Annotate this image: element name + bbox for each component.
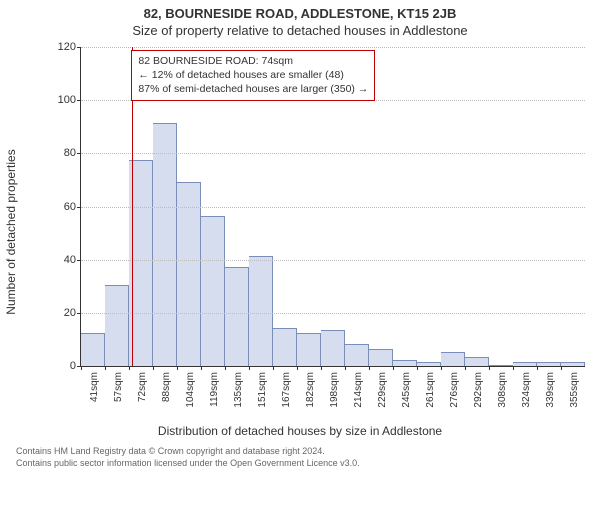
x-tick-mark (561, 366, 562, 370)
x-tick-label: 198sqm (329, 372, 340, 408)
y-tick-mark (77, 313, 81, 314)
chart-container: Number of detached properties 82 BOURNES… (55, 42, 590, 422)
bar (225, 267, 249, 366)
x-tick-mark (321, 366, 322, 370)
x-tick-label: 135sqm (233, 372, 244, 408)
annotation-box: 82 BOURNESIDE ROAD: 74sqm ← 12% of detac… (131, 50, 375, 101)
bar (537, 362, 561, 366)
x-tick-label: 214sqm (353, 372, 364, 408)
x-tick-mark (513, 366, 514, 370)
bar (273, 328, 297, 366)
y-tick-mark (77, 260, 81, 261)
x-tick-label: 41sqm (89, 372, 100, 402)
bar (297, 333, 321, 366)
x-tick-label: 88sqm (161, 372, 172, 402)
grid-line (81, 207, 585, 208)
y-tick-mark (77, 153, 81, 154)
annotation-line: ← 12% of detached houses are smaller (48… (138, 68, 368, 82)
x-tick-label: 261sqm (425, 372, 436, 408)
x-tick-label: 276sqm (449, 372, 460, 408)
x-tick-mark (249, 366, 250, 370)
grid-line (81, 153, 585, 154)
x-tick-label: 308sqm (497, 372, 508, 408)
x-tick-label: 229sqm (377, 372, 388, 408)
bar (105, 285, 129, 366)
x-tick-mark (177, 366, 178, 370)
bar (561, 362, 585, 366)
x-tick-mark (273, 366, 274, 370)
chart-subtitle: Size of property relative to detached ho… (0, 23, 600, 38)
x-tick-mark (201, 366, 202, 370)
x-tick-mark (537, 366, 538, 370)
x-tick-mark (369, 366, 370, 370)
x-tick-label: 57sqm (113, 372, 124, 402)
y-tick-mark (77, 100, 81, 101)
x-tick-label: 72sqm (137, 372, 148, 402)
x-tick-mark (489, 366, 490, 370)
footer-line: Contains HM Land Registry data © Crown c… (16, 446, 600, 458)
x-tick-label: 151sqm (257, 372, 268, 408)
y-tick-label: 60 (51, 201, 76, 213)
x-tick-mark (129, 366, 130, 370)
bar (345, 344, 369, 366)
bar (417, 362, 441, 366)
x-tick-label: 245sqm (401, 372, 412, 408)
x-tick-mark (153, 366, 154, 370)
bar (393, 360, 417, 366)
x-tick-mark (465, 366, 466, 370)
grid-line (81, 313, 585, 314)
x-tick-mark (225, 366, 226, 370)
grid-line (81, 47, 585, 48)
x-tick-label: 324sqm (521, 372, 532, 408)
x-tick-label: 119sqm (209, 372, 220, 407)
x-tick-mark (441, 366, 442, 370)
bar (177, 182, 201, 366)
bar (249, 256, 273, 366)
x-tick-label: 182sqm (305, 372, 316, 408)
x-tick-label: 292sqm (473, 372, 484, 408)
x-tick-label: 339sqm (545, 372, 556, 408)
bar (369, 349, 393, 366)
x-tick-label: 104sqm (185, 372, 196, 408)
y-tick-mark (77, 47, 81, 48)
y-tick-label: 100 (51, 94, 76, 106)
x-tick-mark (393, 366, 394, 370)
bar (201, 216, 225, 366)
annotation-line: 82 BOURNESIDE ROAD: 74sqm (138, 54, 368, 68)
bar (489, 365, 513, 366)
plot-area: 82 BOURNESIDE ROAD: 74sqm ← 12% of detac… (80, 47, 585, 367)
bar (153, 123, 177, 366)
y-tick-mark (77, 366, 81, 367)
y-tick-label: 80 (51, 147, 76, 159)
bar (321, 330, 345, 366)
annotation-line: 87% of semi-detached houses are larger (… (138, 82, 368, 96)
bar (513, 362, 537, 366)
y-tick-label: 20 (51, 307, 76, 319)
footer-attribution: Contains HM Land Registry data © Crown c… (16, 446, 600, 469)
x-tick-mark (417, 366, 418, 370)
bar (441, 352, 465, 366)
x-tick-label: 167sqm (281, 372, 292, 408)
x-tick-mark (297, 366, 298, 370)
x-tick-label: 355sqm (569, 372, 580, 408)
x-tick-mark (81, 366, 82, 370)
grid-line (81, 260, 585, 261)
x-tick-mark (105, 366, 106, 370)
y-tick-label: 40 (51, 254, 76, 266)
y-tick-label: 0 (51, 360, 76, 372)
x-axis-label: Distribution of detached houses by size … (0, 424, 600, 438)
y-tick-mark (77, 207, 81, 208)
x-tick-mark (345, 366, 346, 370)
y-axis-label: Number of detached properties (4, 149, 18, 314)
footer-line: Contains public sector information licen… (16, 458, 600, 470)
y-tick-label: 120 (51, 41, 76, 53)
bar (81, 333, 105, 366)
page-title: 82, BOURNESIDE ROAD, ADDLESTONE, KT15 2J… (0, 6, 600, 21)
bar (465, 357, 489, 366)
